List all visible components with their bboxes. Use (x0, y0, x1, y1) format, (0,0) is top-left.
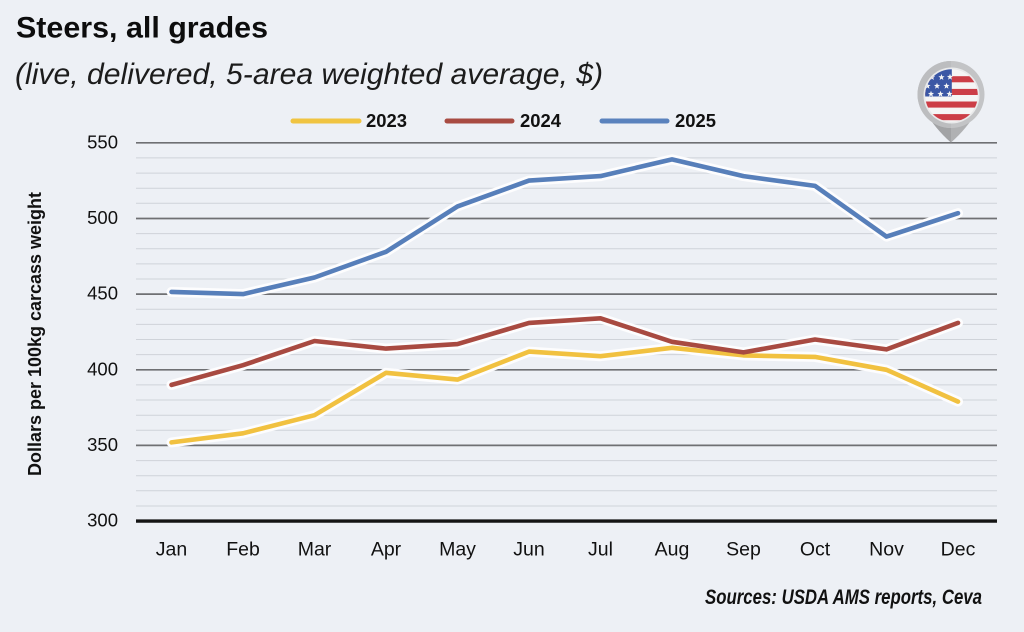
svg-text:400: 400 (87, 358, 118, 379)
svg-text:Oct: Oct (800, 539, 831, 561)
svg-text:May: May (439, 539, 476, 561)
svg-text:Sources: USDA AMS reports, Cev: Sources: USDA AMS reports, Ceva (705, 585, 982, 609)
svg-text:Apr: Apr (371, 539, 402, 561)
svg-text:Sep: Sep (726, 539, 761, 561)
svg-text:Dec: Dec (941, 539, 976, 561)
svg-text:Jun: Jun (513, 539, 544, 561)
svg-text:Aug: Aug (655, 539, 690, 561)
svg-text:450: 450 (87, 283, 118, 304)
svg-text:Dollars per 100kg carcass weig: Dollars per 100kg carcass weight (25, 192, 45, 476)
svg-text:Nov: Nov (869, 539, 904, 561)
svg-text:300: 300 (87, 510, 118, 531)
svg-text:Jul: Jul (588, 539, 613, 561)
svg-text:550: 550 (87, 131, 118, 152)
svg-text:(live, delivered, 5-area weigh: (live, delivered, 5-area weighted averag… (15, 58, 603, 91)
svg-text:Feb: Feb (226, 539, 260, 561)
svg-text:Steers, all grades: Steers, all grades (16, 12, 268, 45)
svg-text:350: 350 (87, 434, 118, 455)
svg-text:500: 500 (87, 207, 118, 228)
svg-text:Mar: Mar (298, 539, 332, 561)
svg-text:2025: 2025 (675, 110, 716, 131)
svg-text:2024: 2024 (520, 110, 562, 131)
svg-text:Jan: Jan (156, 539, 187, 561)
svg-text:2023: 2023 (366, 110, 407, 131)
